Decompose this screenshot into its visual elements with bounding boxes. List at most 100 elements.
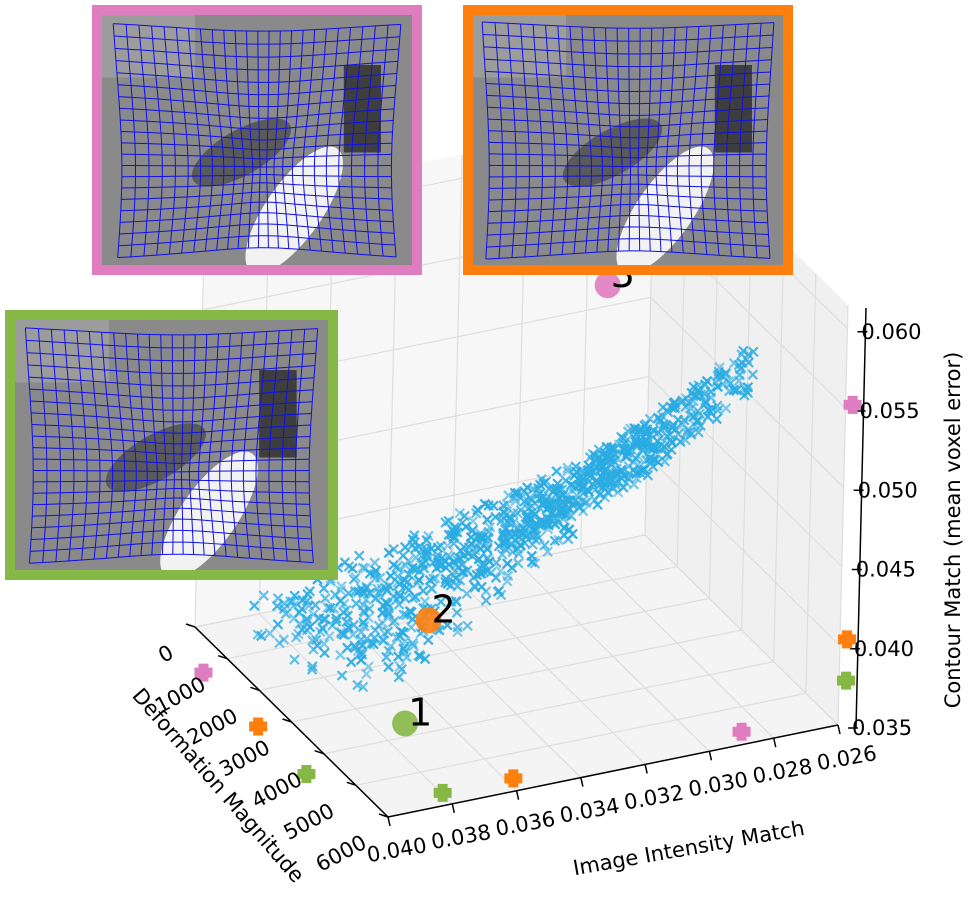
scatter-point [341,616,352,628]
y-tick-label: 5000 [280,799,338,845]
scatter-point [610,470,622,481]
scatter-point [717,378,728,390]
scatter-point [388,591,399,602]
scatter-point [593,444,605,455]
x-tick-label: 0.034 [558,794,621,828]
scatter-point [484,556,495,567]
y-tick-label: 4000 [248,767,306,813]
scatter-point [690,390,702,402]
scatter-point [575,475,587,487]
solution-2-marker [415,607,442,634]
scatter-point [355,583,367,594]
scatter-point [701,375,713,387]
scatter-point [490,511,501,523]
scatter-point [692,405,704,417]
scatter-point [454,575,466,586]
scatter-point [430,572,441,584]
scatter-point [652,435,663,447]
y-tick [282,718,292,723]
scatter-point [562,465,573,477]
scatter-point [449,521,460,533]
scatter-point [278,634,290,645]
scatter-point [324,602,336,614]
scatter-point [402,576,413,588]
y-tick [314,749,324,755]
scatter-point [401,609,412,621]
scatter-point [542,546,553,558]
scatter-point [526,484,538,495]
scatter-point [454,507,466,519]
x-tick [708,751,713,761]
solution-3-z-projection [843,395,862,414]
scatter-point [436,559,448,571]
x-tick-label: 0.026 [815,741,878,775]
y-tick-label: 6000 [312,830,370,876]
scatter-point [720,369,731,380]
scatter-point [394,578,405,590]
scatter-point [310,599,321,611]
scatter-point [645,452,656,464]
scatter-point [560,475,572,486]
scatter-point [480,595,492,606]
scatter-point [442,619,453,631]
scatter-point [728,384,739,396]
scatter-point [527,531,539,542]
x-tick [772,737,777,748]
scatter-point [393,651,404,662]
scatter-point [343,561,355,572]
scatter-point [440,573,452,585]
scatter-points [249,345,759,693]
scatter-point [662,448,673,459]
scatter-point [405,622,417,633]
scatter-point [288,613,300,624]
scatter-point [476,533,487,544]
scatter-point [383,661,394,673]
scatter-point [733,375,745,387]
scatter-point [606,442,617,454]
scatter-point [358,605,370,617]
scatter-point [512,543,523,555]
scatter-point [556,498,568,510]
scatter-point [524,492,535,504]
scatter-point [289,654,300,665]
scatter-point [564,495,576,506]
scatter-point [593,476,604,488]
scatter-point [741,354,753,365]
scatter-point [501,575,513,587]
scatter-point [373,620,385,631]
z-tick-label: 0.060 [861,320,921,344]
scatter-point [530,523,541,534]
y-tick [185,623,196,628]
scatter-point [747,369,759,380]
scatter-point [383,580,395,592]
scatter-point [442,540,453,551]
scatter-point [512,557,524,569]
scatter-point [364,568,376,579]
scatter-point [455,545,467,557]
scatter-point [264,628,276,639]
scatter-point [403,555,414,567]
scatter-point [575,471,587,483]
scatter-point [395,626,407,637]
x-tick-label: 0.040 [365,833,428,867]
scatter-point [353,550,365,562]
scatter-point [515,504,527,516]
scatter-point [605,454,617,466]
scatter-point [431,553,443,564]
scatter-point [739,390,750,401]
scatter-point [410,591,421,603]
scatter-point [622,444,633,456]
scatter-point [318,638,330,650]
scatter-point [459,510,470,522]
scatter-point [410,552,422,563]
scatter-point [347,629,359,640]
solution-2-z-projection [838,630,857,649]
scatter-point [306,664,318,675]
scatter-point [301,624,313,636]
scatter-point [446,529,458,540]
scatter-point [706,403,718,414]
x-tick-label: 0.028 [751,754,814,788]
scatter-point [406,606,417,618]
scatter-point [393,671,405,683]
scatter-point [408,640,419,652]
